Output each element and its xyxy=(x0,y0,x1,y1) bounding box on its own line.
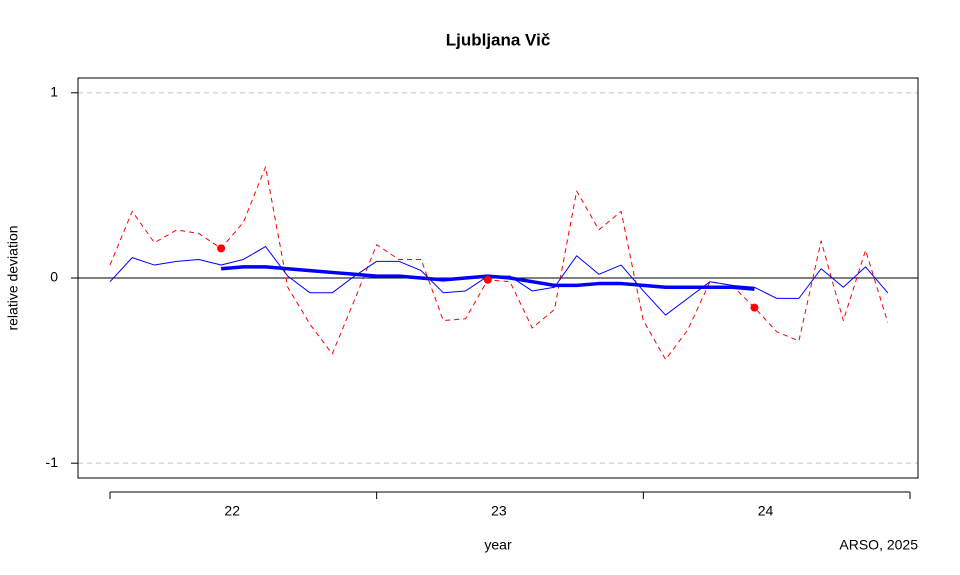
x-tick-label: 22 xyxy=(224,503,240,519)
x-axis-label: year xyxy=(484,537,512,553)
point xyxy=(483,275,492,284)
point xyxy=(217,244,226,253)
plot-frame xyxy=(77,77,919,479)
x-tick-label: 23 xyxy=(491,503,507,519)
series-line xyxy=(109,166,889,360)
y-tick-label: 0 xyxy=(50,269,58,285)
y-tick-label: 1 xyxy=(50,84,58,100)
y-tick-label: -1 xyxy=(46,454,59,470)
x-tick-label: 24 xyxy=(758,503,774,519)
point xyxy=(750,303,759,312)
credit: ARSO, 2025 xyxy=(839,537,918,553)
y-axis-label: relative deviation xyxy=(5,225,21,330)
chart-title: Ljubljana Vič xyxy=(446,30,551,49)
